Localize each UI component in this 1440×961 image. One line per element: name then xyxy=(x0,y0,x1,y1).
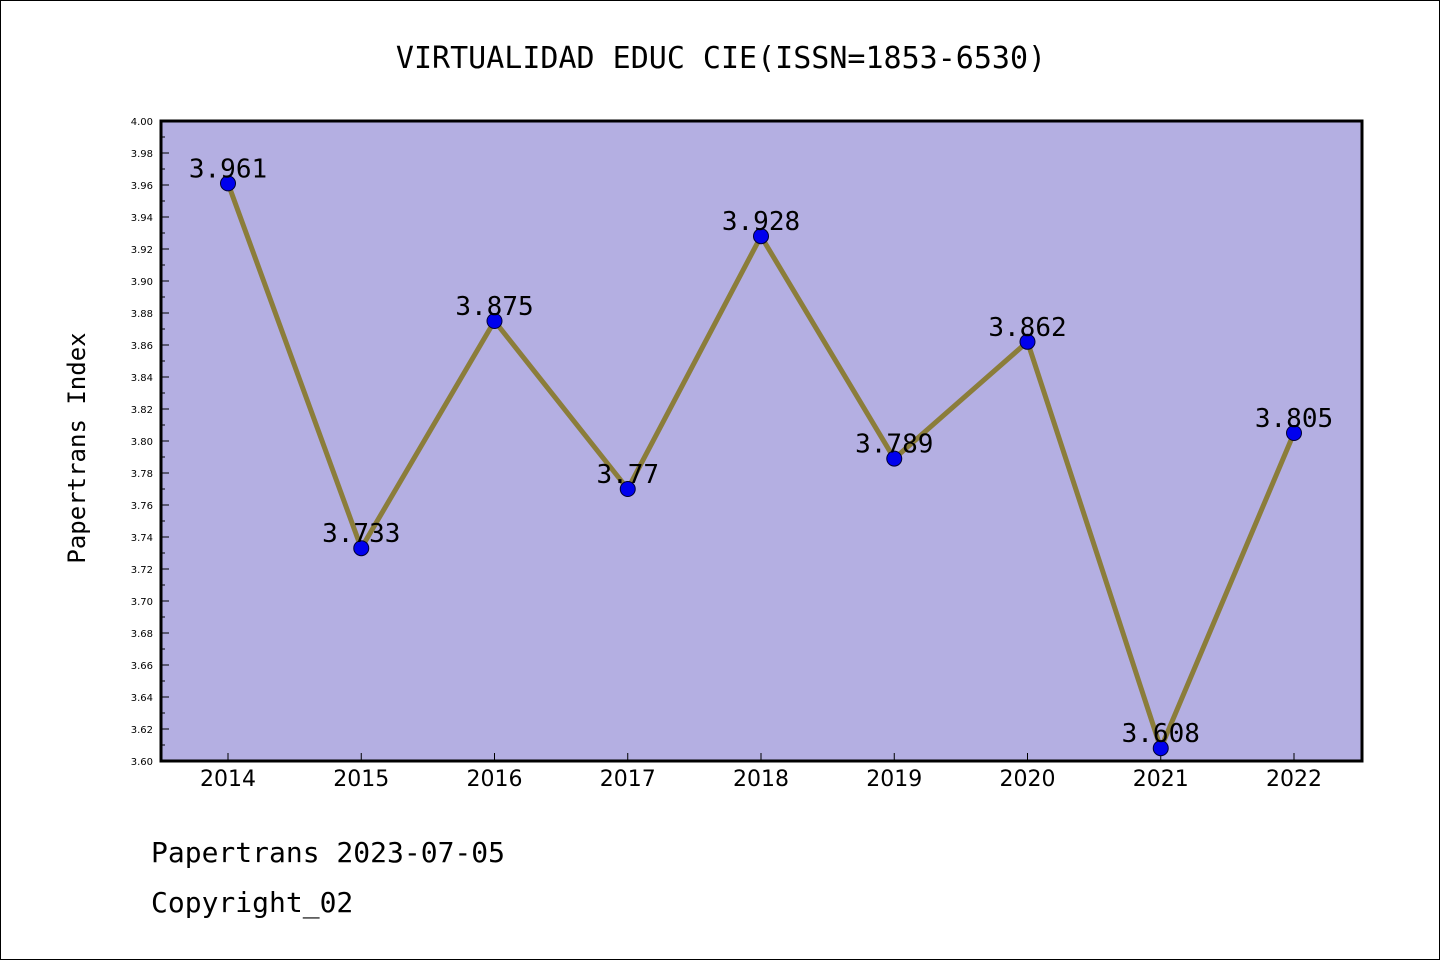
y-axis-label: Papertrans Index xyxy=(63,332,91,563)
footer-copyright: Copyright_02 xyxy=(151,886,354,919)
y-tick-label: 3.92 xyxy=(131,245,153,256)
x-tick-label: 2022 xyxy=(1266,767,1322,792)
x-tick-label: 2014 xyxy=(200,767,256,792)
data-point xyxy=(1152,740,1169,757)
y-tick-label: 3.68 xyxy=(131,629,153,640)
x-tick-label: 2019 xyxy=(866,767,922,792)
y-tick-label: 3.78 xyxy=(131,469,153,480)
data-label: 3.789 xyxy=(855,430,933,460)
x-tick-label: 2018 xyxy=(733,767,789,792)
plot-border xyxy=(159,119,1364,763)
x-tick-label: 2017 xyxy=(600,767,656,792)
y-tick-label: 3.76 xyxy=(131,501,153,512)
y-tick-label: 3.98 xyxy=(131,149,153,160)
data-label: 3.961 xyxy=(189,154,267,184)
data-point xyxy=(353,540,370,557)
data-point xyxy=(486,313,503,329)
y-tick-label: 3.74 xyxy=(131,533,153,544)
data-label: 3.608 xyxy=(1122,719,1200,749)
footer-date: Papertrans 2023-07-05 xyxy=(151,836,506,869)
chart-title: VIRTUALIDAD EDUC CIE(ISSN=1853-6530) xyxy=(396,41,1046,76)
data-point xyxy=(753,228,769,245)
y-tick-label: 3.94 xyxy=(131,213,153,224)
data-point xyxy=(1286,425,1302,441)
y-tick-label: 3.88 xyxy=(131,309,153,320)
x-axis: 2014 2015 2016 2017 2018 2019 2020 2021 2022 xyxy=(200,753,1322,792)
data-labels: 3.961 3.733 3.875 3.77 3.928 3.789 3.862 3.608 3… xyxy=(189,154,1333,749)
data-label: 3.875 xyxy=(455,292,533,322)
data-label: 3.805 xyxy=(1255,404,1333,434)
y-tick-label: 3.66 xyxy=(131,661,153,672)
y-tick-label: 3.86 xyxy=(131,341,153,352)
data-label: 3.862 xyxy=(988,313,1066,343)
y-tick-label: 3.84 xyxy=(131,373,153,384)
y-tick-label: 4.00 xyxy=(131,117,153,128)
x-tick-label: 2015 xyxy=(333,767,389,792)
y-tick-label: 3.62 xyxy=(131,725,153,736)
plot-area xyxy=(161,121,1362,761)
y-tick-label: 3.60 xyxy=(131,757,153,768)
data-label: 3.77 xyxy=(596,460,659,490)
y-tick-label: 3.82 xyxy=(131,405,153,416)
data-label: 3.928 xyxy=(722,207,800,237)
y-tick-label: 3.96 xyxy=(131,181,153,192)
x-tick-label: 2021 xyxy=(1133,767,1189,792)
series-markers xyxy=(220,175,1302,757)
x-tick-label: 2020 xyxy=(1000,767,1056,792)
y-tick-label: 3.90 xyxy=(131,277,153,288)
data-label: 3.733 xyxy=(322,519,400,549)
x-tick-label: 2016 xyxy=(467,767,523,792)
y-tick-label: 3.80 xyxy=(131,437,153,448)
data-point xyxy=(886,450,903,467)
y-tick-label: 3.72 xyxy=(131,565,153,576)
data-point xyxy=(220,175,236,192)
y-tick-label: 3.70 xyxy=(131,597,153,608)
data-point xyxy=(1019,333,1036,350)
data-point xyxy=(619,481,636,497)
y-tick-label: 3.64 xyxy=(131,693,153,704)
